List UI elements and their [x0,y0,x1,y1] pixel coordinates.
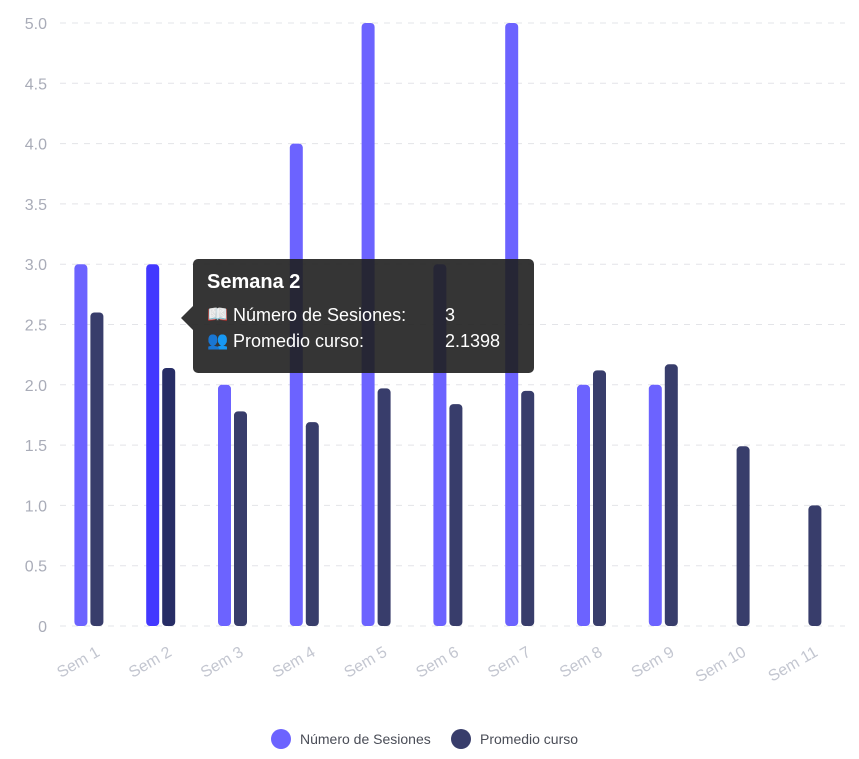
tooltip-value-average: 2.1398 [445,330,501,351]
legend-marker [271,729,291,749]
y-tick-label: 2.5 [25,318,47,335]
bar-sessions-2[interactable] [146,264,160,626]
x-tick-label: Sem 9 [629,644,678,682]
x-tick-label: Sem 11 [766,644,821,686]
y-tick-label: 4.5 [25,76,47,93]
y-tick-label: 3.0 [25,257,47,274]
bar-sessions-9[interactable] [648,384,662,626]
bar-average-3[interactable] [234,411,247,626]
bar-average-1[interactable] [90,312,104,626]
y-axis-ticks: 0 0.5 1.0 1.5 2.0 2.5 3.0 3.5 4.0 4.5 5.0 [25,16,47,636]
tooltip-row-average: 👥 Promedio curso: 2.1398 [207,328,520,354]
bar-average-4[interactable] [305,422,319,626]
bar-average-10[interactable] [736,446,750,626]
legend-label: Promedio curso [480,731,578,747]
y-tick-label: 0.5 [25,559,47,576]
legend-item-sessions[interactable]: Número de Sesiones [271,729,431,749]
legend-marker [451,729,471,749]
bar-average-6[interactable] [449,404,463,626]
y-tick-label: 4.0 [25,137,47,154]
y-tick-label: 1.5 [25,438,47,455]
x-tick-label: Sem 5 [342,644,391,682]
x-tick-label: Sem 4 [270,644,319,682]
legend-item-average[interactable]: Promedio curso [451,729,578,749]
bar-average-5[interactable] [377,388,391,626]
x-tick-label: Sem 3 [198,644,247,682]
y-tick-label: 5.0 [25,16,47,33]
book-icon: 📖 [207,305,229,324]
x-tick-label: Sem 8 [557,644,606,682]
tooltip-row-sessions: 📖 Número de Sesiones: 3 [207,302,520,328]
bar-average-7[interactable] [521,390,535,626]
bar-sessions-3[interactable] [218,384,231,626]
legend[interactable]: Número de Sesiones Promedio curso [271,729,578,749]
chart-tooltip: Semana 2 📖 Número de Sesiones: 3 👥 Prome… [181,259,534,373]
tooltip-label-average: Promedio curso: [233,330,365,351]
legend-label: Número de Sesiones [300,731,431,747]
x-tick-label: Sem 2 [126,644,175,682]
tooltip-title: Semana 2 [207,271,301,293]
y-tick-label: 0 [38,619,47,636]
x-tick-label: Sem 1 [54,644,103,682]
bar-average-9[interactable] [664,364,678,626]
x-tick-label: Sem 10 [693,644,749,686]
bar-sessions-1[interactable] [74,264,88,626]
x-tick-label: Sem 6 [413,644,462,682]
y-tick-label: 2.0 [25,378,47,395]
bar-average-11[interactable] [808,505,822,626]
x-axis-ticks: Sem 1 Sem 2 Sem 3 Sem 4 Sem 5 Sem 6 Sem 7 Sem 8… [54,644,821,686]
bar-average-2[interactable] [162,367,176,626]
tooltip-label-sessions: Número de Sesiones: [233,304,407,325]
y-tick-label: 1.0 [25,498,47,515]
x-tick-label: Sem 7 [485,644,534,682]
bar-sessions-8[interactable] [577,384,590,626]
y-tick-label: 3.5 [25,197,47,214]
group-icon: 👥 [207,331,229,350]
bar-average-8[interactable] [593,370,606,626]
tooltip-value-sessions: 3 [445,304,456,325]
bar-sessions-4[interactable] [289,143,303,626]
